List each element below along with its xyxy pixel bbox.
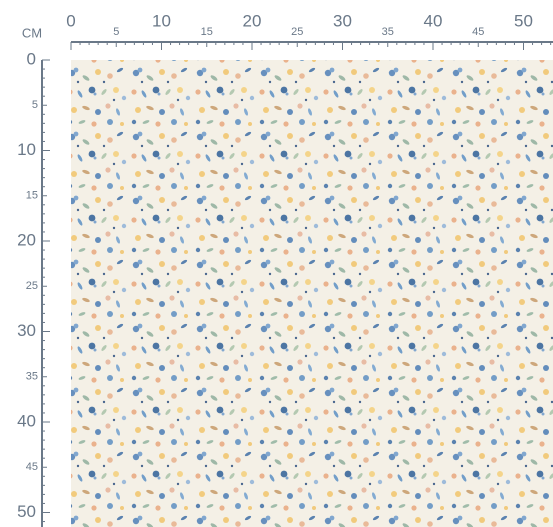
left-ruler-label: 5 — [32, 99, 38, 111]
ruler-unit: CM — [22, 25, 42, 40]
left-ruler-label: 35 — [26, 371, 38, 383]
left-ruler-label: 50 — [17, 502, 36, 521]
top-ruler-label: 20 — [243, 11, 262, 30]
left-ruler-label: 0 — [27, 49, 36, 68]
left-ruler-label: 25 — [26, 280, 38, 292]
top-ruler-label: 25 — [291, 26, 303, 38]
top-ruler-label: 10 — [152, 11, 171, 30]
top-ruler-label: 30 — [333, 11, 352, 30]
top-ruler-label: 5 — [113, 26, 119, 38]
left-ruler-label: 15 — [26, 190, 38, 202]
top-ruler-label: 45 — [472, 26, 484, 38]
top-ruler-label: 35 — [382, 26, 394, 38]
top-ruler-label: 15 — [201, 26, 213, 38]
left-ruler-label: 40 — [17, 411, 36, 430]
left-ruler-label: 10 — [17, 140, 36, 159]
left-ruler-label: 20 — [17, 230, 36, 249]
fabric-swatch — [71, 60, 553, 527]
top-ruler-label: 40 — [424, 11, 443, 30]
top-ruler-label: 50 — [514, 11, 533, 30]
left-ruler-label: 45 — [26, 461, 38, 473]
left-ruler-label: 30 — [17, 321, 36, 340]
top-ruler-label: 0 — [66, 11, 75, 30]
